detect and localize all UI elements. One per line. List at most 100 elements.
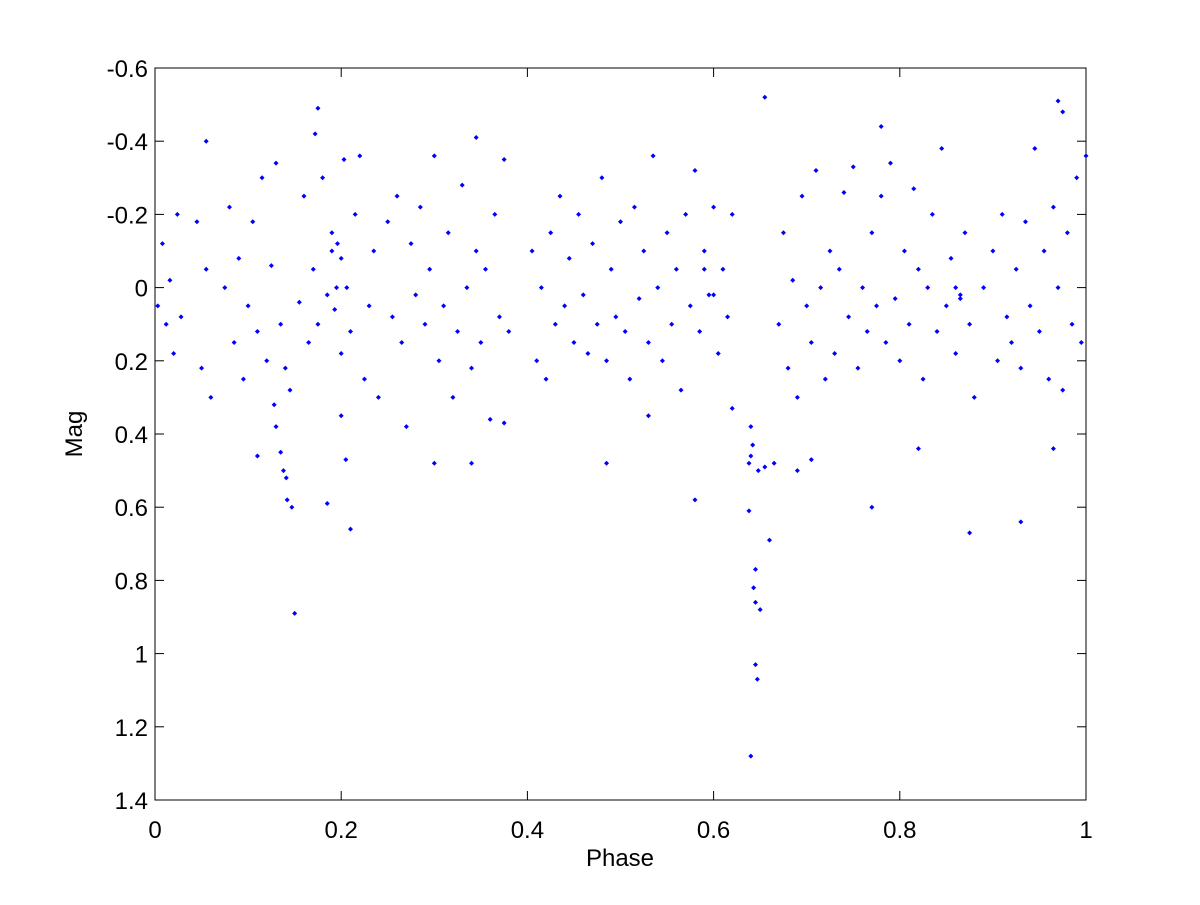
point — [199, 365, 205, 371]
point — [818, 285, 824, 291]
point — [892, 296, 898, 302]
point — [1022, 219, 1028, 225]
point — [752, 566, 758, 572]
point — [284, 497, 290, 503]
point — [283, 475, 289, 481]
y-tick-label: 1 — [135, 642, 148, 669]
x-tick-label: 0.8 — [883, 817, 916, 844]
point — [167, 277, 173, 283]
point — [683, 211, 689, 217]
point — [282, 365, 288, 371]
point — [301, 193, 307, 199]
point — [487, 416, 493, 422]
point — [320, 175, 326, 181]
point — [808, 457, 814, 463]
point — [776, 321, 782, 327]
point — [296, 299, 302, 305]
point — [729, 211, 735, 217]
y-tick-label: -0.2 — [107, 202, 148, 229]
point — [431, 153, 437, 159]
point — [645, 413, 651, 419]
point — [348, 526, 354, 532]
point — [389, 314, 395, 320]
point — [822, 376, 828, 382]
point — [450, 394, 456, 400]
point — [813, 167, 819, 173]
point — [748, 424, 754, 430]
point — [1069, 321, 1075, 327]
point — [562, 303, 568, 309]
point — [990, 248, 996, 254]
point — [478, 340, 484, 345]
point — [939, 146, 945, 152]
point — [967, 530, 973, 536]
point — [329, 230, 335, 236]
point — [752, 662, 758, 668]
point — [483, 266, 489, 272]
point — [655, 285, 661, 291]
point — [250, 219, 256, 225]
point — [271, 402, 277, 408]
point — [599, 175, 605, 181]
point — [664, 230, 670, 236]
point — [194, 219, 200, 225]
point — [711, 204, 717, 210]
point — [203, 138, 209, 144]
point — [1060, 387, 1066, 393]
point — [315, 105, 321, 111]
point — [375, 394, 381, 400]
point — [278, 449, 284, 455]
point — [1013, 266, 1019, 272]
point — [341, 157, 347, 162]
point — [874, 303, 880, 309]
point — [678, 387, 684, 393]
point — [766, 537, 772, 543]
point — [1018, 519, 1024, 525]
point — [897, 358, 903, 364]
point — [399, 340, 405, 345]
point — [436, 358, 442, 364]
y-tick-label: 0.8 — [115, 568, 148, 595]
point — [752, 599, 758, 605]
point — [332, 307, 338, 313]
point — [222, 285, 228, 291]
point — [780, 230, 786, 236]
point — [706, 292, 712, 298]
point — [636, 296, 642, 302]
point — [394, 193, 400, 199]
point — [427, 266, 433, 272]
point — [645, 340, 651, 345]
point — [915, 266, 921, 272]
point — [496, 314, 502, 320]
point — [417, 204, 423, 210]
point — [469, 365, 475, 371]
point — [431, 460, 437, 466]
point — [385, 219, 391, 225]
point — [571, 340, 577, 345]
point — [1004, 314, 1010, 320]
point — [506, 329, 512, 335]
point — [855, 365, 861, 371]
point — [455, 329, 461, 335]
point — [995, 358, 1001, 364]
point — [1050, 204, 1056, 210]
point — [754, 676, 760, 682]
point — [171, 350, 177, 356]
point — [827, 248, 833, 254]
point — [967, 321, 973, 327]
point — [878, 124, 884, 130]
point — [748, 753, 754, 759]
point — [338, 255, 344, 261]
point — [604, 358, 610, 364]
point — [804, 303, 810, 309]
x-tick-label: 1 — [1079, 817, 1092, 844]
point — [226, 204, 232, 210]
point — [953, 350, 959, 356]
point — [846, 314, 852, 320]
plot-area — [154, 67, 1087, 801]
point — [883, 340, 889, 345]
y-tick-label: 0.6 — [115, 495, 148, 522]
point — [543, 376, 549, 382]
point — [957, 292, 963, 298]
point — [901, 248, 907, 254]
